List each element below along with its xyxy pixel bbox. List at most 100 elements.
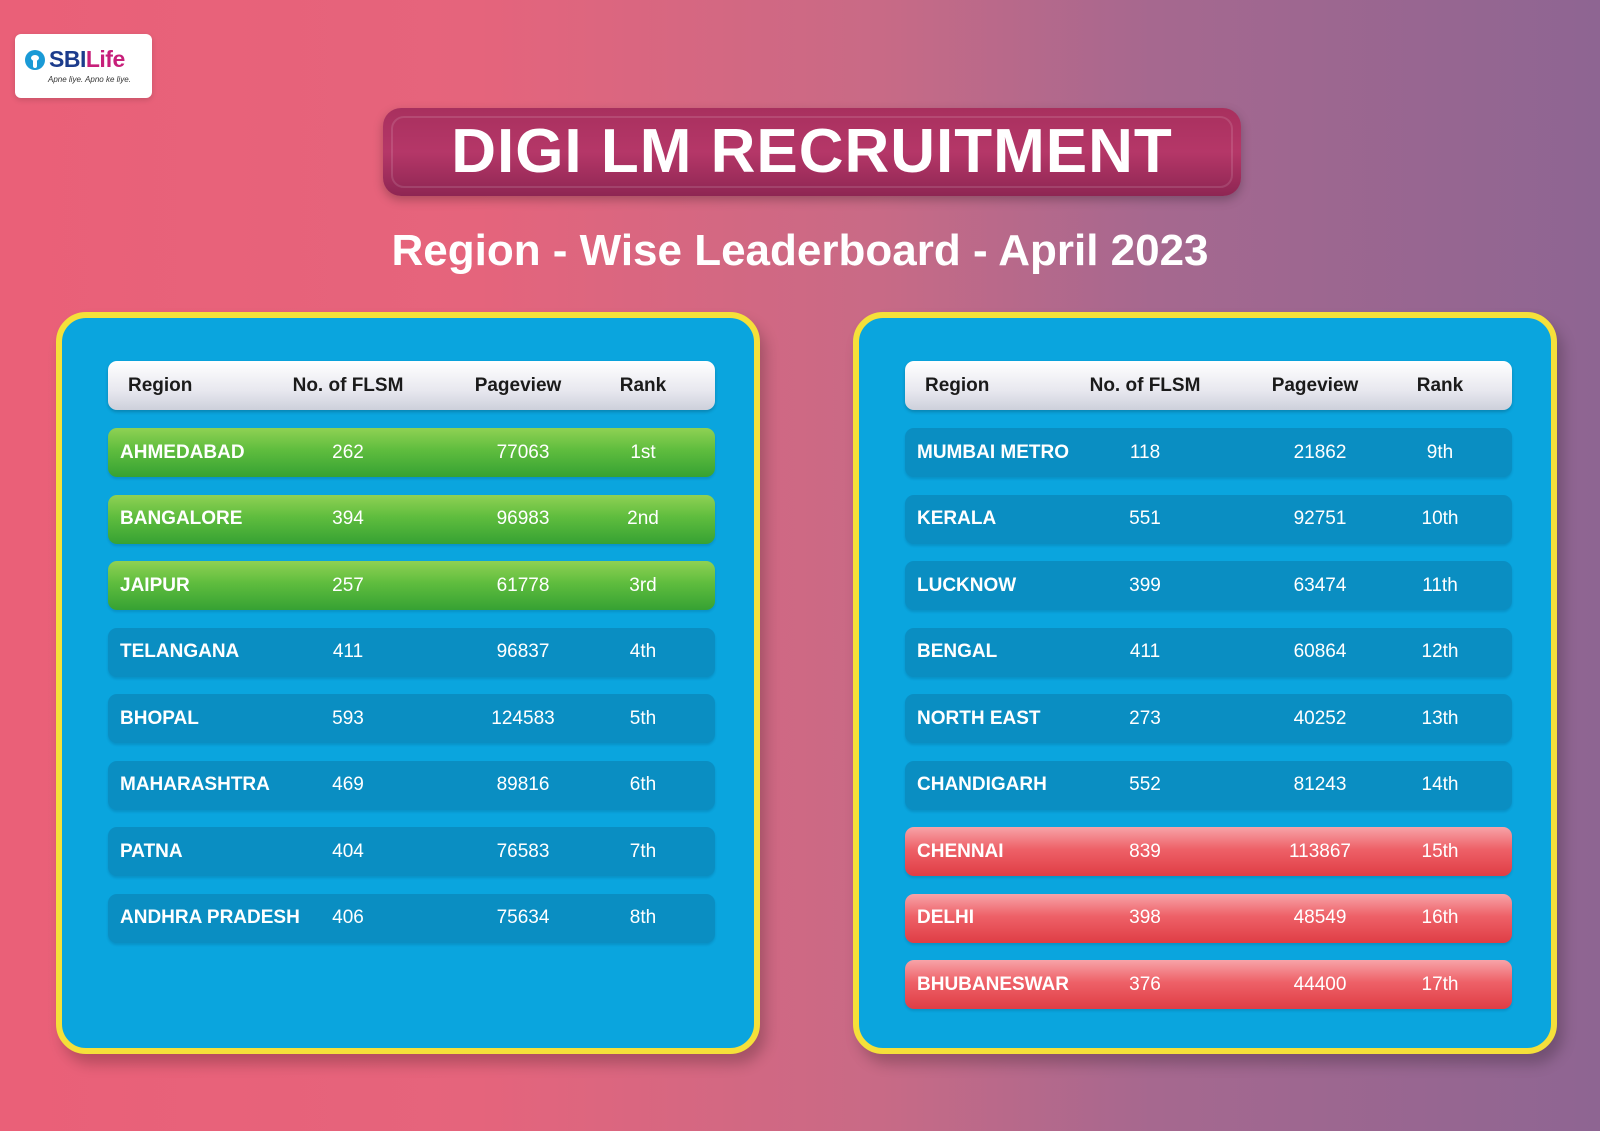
header-region: Region [925,374,990,396]
row-flsm: 257 [332,574,364,596]
row-pageview: 63474 [1293,574,1347,596]
row-region: AHMEDABAD [120,441,245,463]
row-pageview: 76583 [496,840,550,862]
row-region: BHOPAL [120,707,199,729]
table-row: CHENNAI 839 113867 15th [905,827,1512,876]
row-pageview: 113867 [1289,840,1351,862]
row-rank: 17th [1421,973,1459,995]
row-rank: 9th [1426,441,1454,463]
logo-tagline: Apne liye. Apno ke liye. [48,75,131,84]
row-pageview: 92751 [1293,508,1347,529]
title-banner: DIGI LM RECRUITMENT [383,108,1241,196]
header-pageview: Pageview [1271,374,1359,396]
row-flsm: 406 [332,907,364,928]
table-row: LUCKNOW 399 63474 11th [905,561,1512,610]
row-pageview: 60864 [1293,641,1347,662]
row-region: CHENNAI [917,840,1004,862]
leaderboard-panel-left: Region No. of FLSM Pageview Rank AHMEDAB… [56,312,760,1054]
header-flsm: No. of FLSM [292,374,404,396]
table-row: BHOPAL 593 124583 5th [108,694,715,743]
row-region: ANDHRA PRADESH [120,907,300,928]
table-row: ANDHRA PRADESH 406 75634 8th [108,893,715,943]
row-pageview: 81243 [1293,774,1347,795]
row-region: MAHARASHTRA [120,774,270,795]
row-pageview: 124583 [491,707,555,729]
table-header: Region No. of FLSM Pageview Rank [108,361,715,410]
row-flsm: 469 [332,774,364,795]
table-row: MUMBAI METRO 118 21862 9th [905,428,1512,477]
header-flsm: No. of FLSM [1089,374,1201,396]
table-row: MAHARASHTRA 469 89816 6th [108,760,715,810]
row-pageview: 96983 [496,508,550,529]
row-rank: 8th [629,907,657,928]
row-pageview: 75634 [496,907,550,928]
row-region: PATNA [120,840,183,862]
row-region: CHANDIGARH [917,774,1047,795]
row-rank: 11th [1422,574,1458,596]
row-pageview: 40252 [1293,707,1347,729]
row-pageview: 61778 [496,574,550,596]
header-pageview: Pageview [474,374,562,396]
leaderboard-panel-right: Region No. of FLSM Pageview Rank MUMBAI … [853,312,1557,1054]
row-flsm: 411 [1129,641,1161,662]
table-row: JAIPUR 257 61778 3rd [108,561,715,610]
row-rank: 7th [629,840,657,862]
row-region: NORTH EAST [917,707,1041,729]
row-rank: 6th [629,774,657,795]
row-rank: 1st [630,441,656,463]
sbi-keyhole-icon [25,50,45,70]
row-rank: 12th [1421,641,1459,662]
row-rank: 15th [1421,840,1459,862]
row-flsm: 273 [1129,707,1161,729]
row-pageview: 89816 [496,774,550,795]
logo-brand-main: SBI [49,46,86,72]
row-pageview: 48549 [1293,907,1347,928]
row-flsm: 394 [332,508,364,529]
table-row: AHMEDABAD 262 77063 1st [108,428,715,477]
row-pageview: 96837 [496,641,550,662]
row-region: LUCKNOW [917,574,1017,596]
row-region: JAIPUR [120,574,190,596]
banner-inner-border [391,116,1233,188]
row-region: MUMBAI METRO [917,441,1069,463]
row-flsm: 411 [332,641,364,662]
row-flsm: 552 [1129,774,1161,795]
row-pageview: 44400 [1293,973,1347,995]
row-region: BANGALORE [120,508,243,529]
row-region: KERALA [917,508,997,529]
row-flsm: 551 [1129,508,1161,529]
sbi-life-logo: SBILife Apne liye. Apno ke liye. [15,34,152,98]
row-flsm: 376 [1129,973,1161,995]
row-region: TELANGANA [120,641,240,662]
row-region: BENGAL [917,641,998,662]
row-region: DELHI [917,907,974,928]
row-flsm: 839 [1129,840,1161,862]
table-row: BHUBANESWAR 376 44400 17th [905,960,1512,1009]
logo-brand-sub: Life [85,46,125,72]
row-flsm: 399 [1129,574,1161,596]
table-row: PATNA 404 76583 7th [108,827,715,876]
row-flsm: 404 [332,840,364,862]
row-rank: 5th [629,707,657,729]
row-flsm: 118 [1129,441,1161,463]
table-row: DELHI 398 48549 16th [905,893,1512,943]
row-rank: 16th [1421,907,1459,928]
row-region: BHUBANESWAR [917,973,1069,995]
table-row: BANGALORE 394 96983 2nd [108,494,715,544]
table-row: KERALA 551 92751 10th [905,494,1512,544]
row-rank: 3rd [629,574,657,596]
table-row: NORTH EAST 273 40252 13th [905,694,1512,743]
page-subtitle: Region - Wise Leaderboard - April 2023 [391,226,1209,275]
header-rank: Rank [1416,374,1464,396]
row-rank: 10th [1421,508,1459,529]
header-region: Region [128,374,193,396]
table-row: TELANGANA 411 96837 4th [108,627,715,677]
row-flsm: 262 [332,441,364,463]
row-rank: 2nd [627,508,659,529]
header-rank: Rank [619,374,667,396]
row-rank: 14th [1421,774,1459,795]
table-header: Region No. of FLSM Pageview Rank [905,361,1512,410]
row-rank: 13th [1421,707,1459,729]
logo-brand: SBILife [49,46,125,73]
row-flsm: 593 [332,707,364,729]
